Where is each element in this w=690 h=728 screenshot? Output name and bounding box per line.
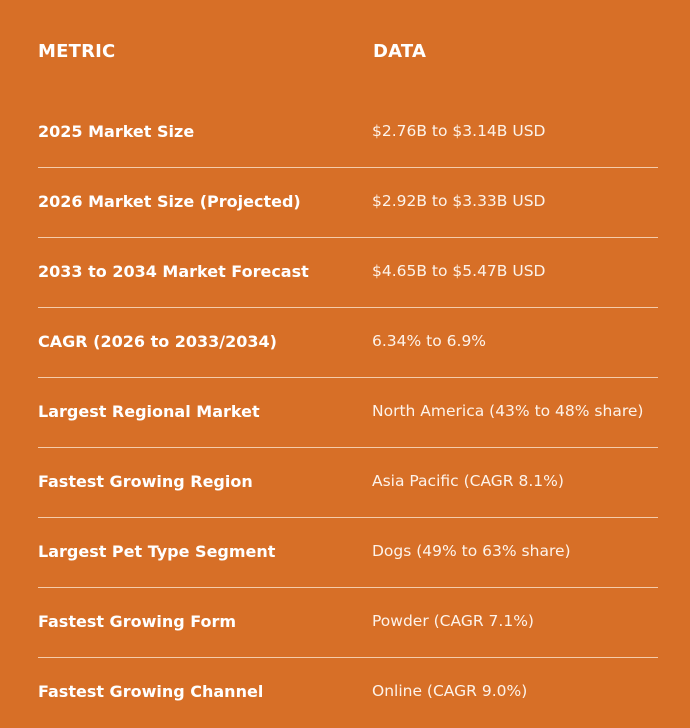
- row-metric: CAGR (2026 to 2033/2034): [38, 332, 277, 351]
- row-value: $2.92B to $3.33B USD: [372, 192, 546, 210]
- table-body: 2025 Market Size $2.76B to $3.14B USD 20…: [0, 98, 690, 728]
- table-row: Fastest Growing Form Powder (CAGR 7.1%): [0, 588, 690, 658]
- row-metric: Largest Pet Type Segment: [38, 542, 276, 561]
- row-metric: Largest Regional Market: [38, 402, 260, 421]
- row-divider: [38, 167, 658, 168]
- row-divider: [38, 307, 658, 308]
- row-value: Dogs (49% to 63% share): [372, 542, 571, 560]
- row-metric: Fastest Growing Region: [38, 472, 253, 491]
- row-divider: [38, 587, 658, 588]
- table-row: 2025 Market Size $2.76B to $3.14B USD: [0, 98, 690, 168]
- row-divider: [38, 447, 658, 448]
- row-metric: 2025 Market Size: [38, 122, 195, 141]
- table-row: Fastest Growing Channel Online (CAGR 9.0…: [0, 658, 690, 728]
- table-row: Largest Regional Market North America (4…: [0, 378, 690, 448]
- table-row: Largest Pet Type Segment Dogs (49% to 63…: [0, 518, 690, 588]
- data-column-header: DATA: [373, 41, 427, 62]
- row-divider: [38, 657, 658, 658]
- row-value: $4.65B to $5.47B USD: [372, 262, 546, 280]
- table-row: 2026 Market Size (Projected) $2.92B to $…: [0, 168, 690, 238]
- row-value: Asia Pacific (CAGR 8.1%): [372, 472, 564, 490]
- row-metric: 2026 Market Size (Projected): [38, 192, 301, 211]
- row-value: $2.76B to $3.14B USD: [372, 122, 546, 140]
- row-divider: [38, 377, 658, 378]
- row-divider: [38, 237, 658, 238]
- row-value: 6.34% to 6.9%: [372, 332, 487, 350]
- row-metric: Fastest Growing Channel: [38, 682, 264, 701]
- row-divider: [38, 517, 658, 518]
- table-header: METRIC DATA: [0, 0, 690, 98]
- table-row: CAGR (2026 to 2033/2034) 6.34% to 6.9%: [0, 308, 690, 378]
- row-value: Powder (CAGR 7.1%): [372, 612, 534, 630]
- table-row: 2033 to 2034 Market Forecast $4.65B to $…: [0, 238, 690, 308]
- row-value: Online (CAGR 9.0%): [372, 682, 528, 700]
- row-value: North America (43% to 48% share): [372, 402, 644, 420]
- table-row: Fastest Growing Region Asia Pacific (CAG…: [0, 448, 690, 518]
- metric-column-header: METRIC: [38, 41, 116, 62]
- row-metric: Fastest Growing Form: [38, 612, 237, 631]
- row-metric: 2033 to 2034 Market Forecast: [38, 262, 309, 281]
